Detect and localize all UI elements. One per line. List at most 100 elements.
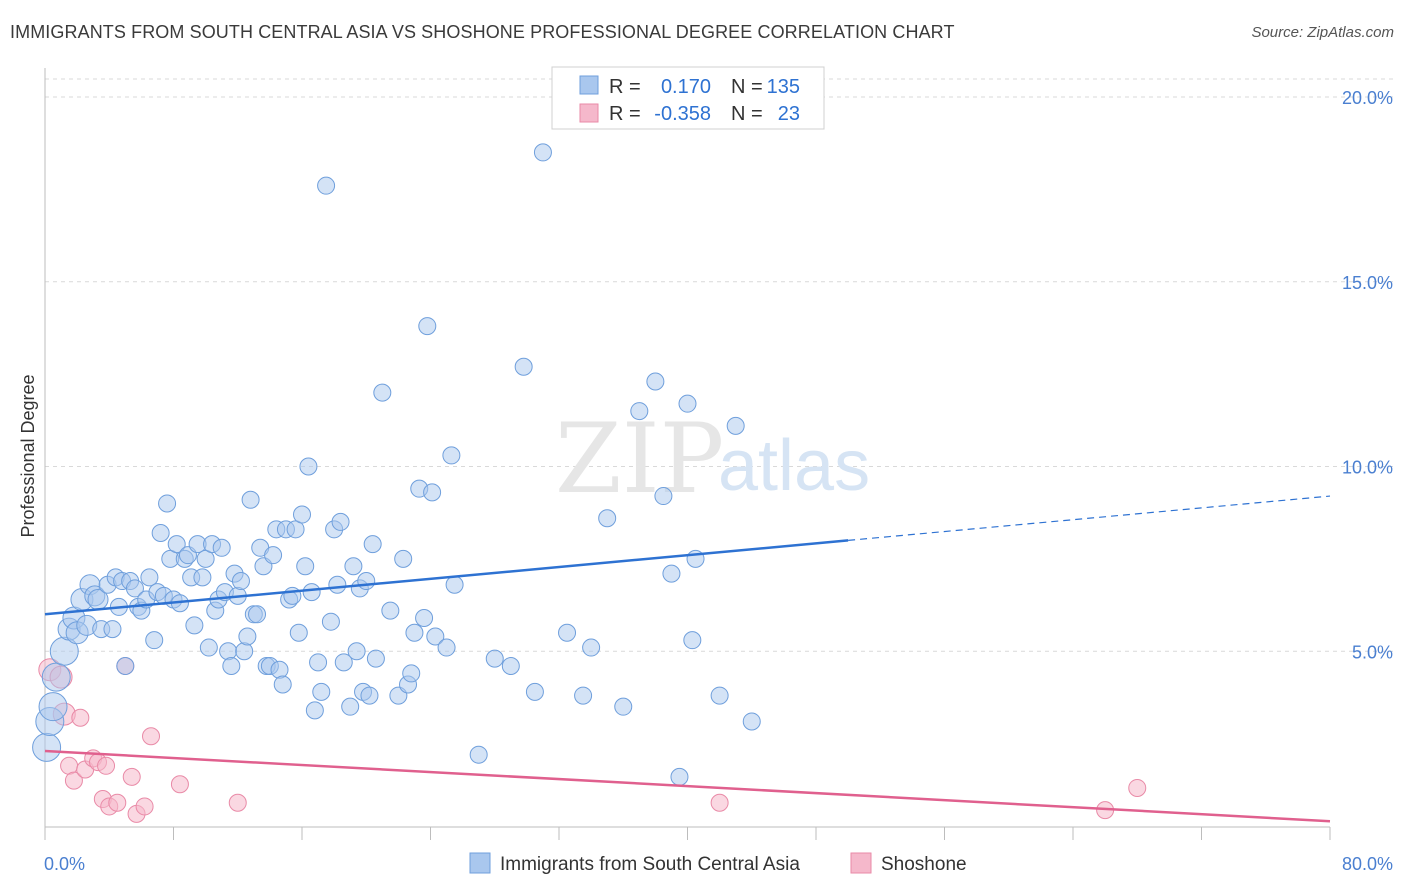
chart-title: IMMIGRANTS FROM SOUTH CENTRAL ASIA VS SH… [10, 22, 955, 42]
immigrants-point-21 [125, 579, 144, 598]
immigrants-point-121 [654, 487, 673, 506]
shoshone-point-18 [170, 775, 189, 794]
shoshone-point-12 [108, 793, 127, 812]
immigrants-point-119 [630, 402, 649, 421]
immigrants-point-38 [185, 616, 204, 635]
immigrants-point-54 [238, 627, 257, 646]
immigrants-point-57 [248, 605, 267, 624]
legend-r-label-pink: R = [609, 103, 641, 125]
immigrants-point-98 [402, 664, 421, 683]
immigrants-point-116 [582, 638, 601, 657]
series-legend-label-pink: Shoshone [881, 854, 967, 875]
immigrants-point-64 [270, 660, 289, 679]
immigrants-point-82 [331, 512, 350, 531]
immigrants-point-105 [437, 638, 456, 657]
immigrants-point-129 [742, 712, 761, 731]
immigrants-point-81 [328, 575, 347, 594]
immigrants-point-86 [347, 642, 366, 661]
series-legend-swatch-blue [469, 852, 491, 874]
watermark: ZIP atlas [555, 403, 870, 515]
y-tick-labels: 5.0% 10.0% 15.0% 20.0% [1342, 88, 1393, 662]
immigrants-point-91 [363, 535, 382, 554]
shoshone-point-22 [1128, 778, 1147, 797]
shoshone-point-16 [135, 797, 154, 816]
immigrants-point-28 [151, 524, 170, 543]
immigrants-point-117 [598, 509, 617, 528]
immigrants-point-110 [501, 657, 520, 676]
immigrants-point-112 [525, 682, 544, 701]
immigrants-point-33 [167, 535, 186, 554]
immigrants-point-2 [38, 692, 68, 722]
immigrants-point-85 [344, 557, 363, 576]
immigrants-point-46 [212, 538, 231, 557]
immigrants-point-125 [683, 631, 702, 650]
immigrants-point-104 [426, 627, 445, 646]
immigrants-point-109 [485, 649, 504, 668]
y-tick-label-2: 15.0% [1342, 273, 1393, 293]
legend-r-value-pink: -0.358 [654, 103, 711, 125]
series-legend: Immigrants from South Central Asia Shosh… [469, 852, 967, 875]
shoshone-points [38, 657, 1147, 823]
immigrants-point-40 [193, 568, 212, 587]
legend-swatch-blue [579, 75, 599, 95]
immigrants-point-62 [264, 546, 283, 565]
legend-n-value-blue: 135 [767, 76, 800, 98]
immigrants-point-115 [574, 686, 593, 705]
shoshone-point-4 [64, 771, 83, 790]
immigrants-point-106 [442, 446, 461, 465]
immigrants-point-84 [341, 697, 360, 716]
immigrants-point-42 [199, 638, 218, 657]
immigrants-point-55 [241, 490, 260, 509]
immigrants-point-94 [381, 601, 400, 620]
immigrants-point-102 [418, 317, 437, 336]
immigrants-point-76 [309, 653, 328, 672]
immigrants-point-73 [299, 457, 318, 476]
immigrants-point-52 [231, 572, 250, 591]
immigrants-point-124 [678, 394, 697, 413]
immigrants-trend-extension [848, 495, 1331, 541]
immigrants-point-3 [41, 662, 71, 692]
immigrants-point-96 [394, 549, 413, 568]
immigrants-point-78 [317, 176, 336, 195]
immigrants-point-114 [558, 623, 577, 642]
immigrants-points [32, 143, 761, 786]
immigrants-point-72 [296, 557, 315, 576]
shoshone-point-14 [122, 767, 141, 786]
immigrants-point-103 [423, 483, 442, 502]
immigrants-point-90 [360, 686, 379, 705]
shoshone-point-10 [97, 756, 116, 775]
shoshone-point-5 [71, 708, 90, 727]
immigrants-point-83 [334, 653, 353, 672]
trend-lines [44, 495, 1331, 823]
shoshone-point-20 [710, 793, 729, 812]
immigrants-point-122 [662, 564, 681, 583]
immigrants-point-74 [302, 583, 321, 602]
immigrants-point-113 [533, 143, 552, 162]
immigrants-point-99 [405, 623, 424, 642]
correlation-legend: R = 0.170 N = 135 R = -0.358 N = 23 [551, 66, 825, 130]
immigrants-point-48 [219, 642, 238, 661]
y-tick-label-0: 5.0% [1352, 642, 1393, 662]
immigrants-point-53 [235, 642, 254, 661]
immigrants-point-93 [373, 383, 392, 402]
immigrants-point-26 [145, 631, 164, 650]
immigrants-point-92 [366, 649, 385, 668]
immigrants-point-79 [321, 612, 340, 631]
immigrants-point-118 [614, 697, 633, 716]
source-credit: Source: ZipAtlas.com [1251, 24, 1394, 41]
legend-r-value-blue: 0.170 [661, 76, 711, 98]
immigrants-point-127 [710, 686, 729, 705]
immigrants-point-71 [293, 505, 311, 524]
immigrants-point-19 [116, 657, 135, 676]
immigrants-point-89 [357, 572, 376, 591]
immigrants-point-120 [646, 372, 665, 391]
immigrants-point-70 [289, 623, 308, 642]
immigrants-point-15 [103, 620, 122, 639]
shoshone-point-17 [142, 727, 161, 746]
immigrants-point-111 [514, 357, 533, 376]
legend-n-label-blue: N = [731, 76, 763, 98]
immigrants-point-101 [415, 608, 434, 627]
immigrants-trend-line [44, 539, 849, 616]
immigrants-point-75 [305, 701, 324, 720]
